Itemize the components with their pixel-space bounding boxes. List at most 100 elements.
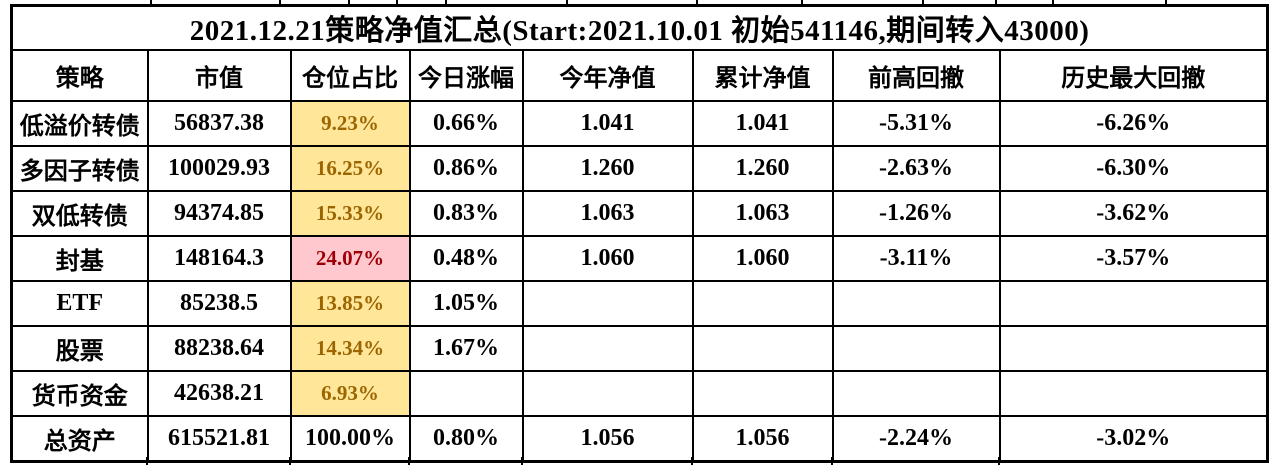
- cell-market-value: 88238.64: [146, 325, 292, 372]
- cell-position-ratio: 6.93%: [289, 370, 411, 417]
- cell-today-change: 0.83%: [408, 190, 524, 237]
- cell-cumulative-nav: 1.260: [691, 145, 834, 192]
- cell-max-drawdown: -6.26%: [998, 100, 1269, 147]
- cell-position-ratio: 100.00%: [289, 415, 411, 462]
- cell-strategy: 货币资金: [10, 370, 149, 417]
- cell-max-drawdown: -3.57%: [998, 235, 1269, 282]
- lower-gridline-stubs: [10, 457, 1266, 465]
- cell-today-change: [408, 370, 524, 417]
- grid-line-stub: [801, 0, 803, 4]
- table-row: 多因子转债 100029.93 16.25% 0.86% 1.260 1.260…: [10, 145, 1269, 192]
- cell-cumulative-nav: [691, 280, 834, 327]
- grid-line-stub: [146, 457, 148, 465]
- cell-strategy: 股票: [10, 325, 149, 372]
- header-row: 策略 市值 仓位占比 今日涨幅 今年净值 累计净值 前高回撤 历史最大回撤: [10, 49, 1269, 102]
- cell-ytd-nav: 1.260: [521, 145, 694, 192]
- table-row-total: 总资产 615521.81 100.00% 0.80% 1.056 1.056 …: [10, 415, 1269, 462]
- cell-ytd-nav: [521, 280, 694, 327]
- cell-cumulative-nav: 1.063: [691, 190, 834, 237]
- title-row: 2021.12.21策略净值汇总(Start:2021.10.01 初始5411…: [10, 4, 1269, 51]
- cell-market-value: 615521.81: [146, 415, 292, 462]
- cell-max-drawdown: -3.62%: [998, 190, 1269, 237]
- grid-line-stub: [691, 457, 693, 465]
- col-header-max-drawdown: 历史最大回撤: [998, 49, 1269, 102]
- grid-line-stub: [396, 0, 398, 4]
- cell-strategy: 双低转债: [10, 190, 149, 237]
- cell-market-value: 42638.21: [146, 370, 292, 417]
- table-row: 双低转债 94374.85 15.33% 0.83% 1.063 1.063 -…: [10, 190, 1269, 237]
- cell-ytd-nav: [521, 370, 694, 417]
- cell-strategy: 低溢价转债: [10, 100, 149, 147]
- col-header-ytd-nav: 今年净值: [521, 49, 694, 102]
- cell-today-change: 0.66%: [408, 100, 524, 147]
- table-title: 2021.12.21策略净值汇总(Start:2021.10.01 初始5411…: [10, 4, 1269, 51]
- cell-ytd-nav: 1.063: [521, 190, 694, 237]
- grid-line-stub: [1165, 0, 1167, 4]
- upper-gridline-stubs: [10, 0, 1266, 4]
- summary-table: 2021.12.21策略净值汇总(Start:2021.10.01 初始5411…: [10, 4, 1269, 463]
- cell-drawdown-from-high: -3.11%: [831, 235, 1001, 282]
- cell-drawdown-from-high: -2.24%: [831, 415, 1001, 462]
- grid-line-stub: [521, 457, 523, 465]
- grid-line-stub: [998, 457, 1000, 465]
- cell-strategy: 多因子转债: [10, 145, 149, 192]
- cell-position-ratio: 9.23%: [289, 100, 411, 147]
- cell-cumulative-nav: 1.041: [691, 100, 834, 147]
- cell-market-value: 148164.3: [146, 235, 292, 282]
- cell-strategy: ETF: [10, 280, 149, 327]
- col-header-drawdown-from-high: 前高回撤: [831, 49, 1001, 102]
- table-row: ETF 85238.5 13.85% 1.05%: [10, 280, 1269, 327]
- cell-market-value: 85238.5: [146, 280, 292, 327]
- table-row: 股票 88238.64 14.34% 1.67%: [10, 325, 1269, 372]
- col-header-today-change: 今日涨幅: [408, 49, 524, 102]
- cell-position-ratio: 14.34%: [289, 325, 411, 372]
- cell-position-ratio: 13.85%: [289, 280, 411, 327]
- cell-max-drawdown: -6.30%: [998, 145, 1269, 192]
- cell-drawdown-from-high: [831, 325, 1001, 372]
- cell-strategy: 封基: [10, 235, 149, 282]
- col-header-strategy: 策略: [10, 49, 149, 102]
- cell-drawdown-from-high: -5.31%: [831, 100, 1001, 147]
- col-header-market-value: 市值: [146, 49, 292, 102]
- cell-cumulative-nav: [691, 325, 834, 372]
- table-row: 货币资金 42638.21 6.93%: [10, 370, 1269, 417]
- cell-drawdown-from-high: [831, 280, 1001, 327]
- grid-line-stub: [445, 0, 447, 4]
- cell-ytd-nav: [521, 325, 694, 372]
- cell-drawdown-from-high: -1.26%: [831, 190, 1001, 237]
- cell-position-ratio: 15.33%: [289, 190, 411, 237]
- grid-line-stub: [150, 0, 152, 4]
- cell-strategy: 总资产: [10, 415, 149, 462]
- cell-position-ratio: 16.25%: [289, 145, 411, 192]
- cell-market-value: 100029.93: [146, 145, 292, 192]
- col-header-cumulative-nav: 累计净值: [691, 49, 834, 102]
- col-header-position-ratio: 仓位占比: [289, 49, 411, 102]
- cell-ytd-nav: 1.041: [521, 100, 694, 147]
- grid-line-stub: [995, 0, 997, 4]
- cell-ytd-nav: 1.060: [521, 235, 694, 282]
- cell-cumulative-nav: 1.056: [691, 415, 834, 462]
- cell-max-drawdown: [998, 370, 1269, 417]
- grid-line-stub: [1052, 0, 1054, 4]
- cell-today-change: 0.80%: [408, 415, 524, 462]
- cell-today-change: 1.67%: [408, 325, 524, 372]
- cell-today-change: 0.48%: [408, 235, 524, 282]
- grid-line-stub: [348, 0, 350, 4]
- cell-today-change: 1.05%: [408, 280, 524, 327]
- cell-drawdown-from-high: [831, 370, 1001, 417]
- cell-drawdown-from-high: -2.63%: [831, 145, 1001, 192]
- grid-line-stub: [922, 0, 924, 4]
- cell-ytd-nav: 1.056: [521, 415, 694, 462]
- grid-line-stub: [408, 457, 410, 465]
- cell-market-value: 56837.38: [146, 100, 292, 147]
- cell-max-drawdown: [998, 325, 1269, 372]
- grid-line-stub: [279, 0, 281, 4]
- cell-cumulative-nav: 1.060: [691, 235, 834, 282]
- grid-line-stub: [831, 457, 833, 465]
- cell-today-change: 0.86%: [408, 145, 524, 192]
- cell-position-ratio: 24.07%: [289, 235, 411, 282]
- cell-cumulative-nav: [691, 370, 834, 417]
- grid-line-stub: [289, 457, 291, 465]
- table-row: 低溢价转债 56837.38 9.23% 0.66% 1.041 1.041 -…: [10, 100, 1269, 147]
